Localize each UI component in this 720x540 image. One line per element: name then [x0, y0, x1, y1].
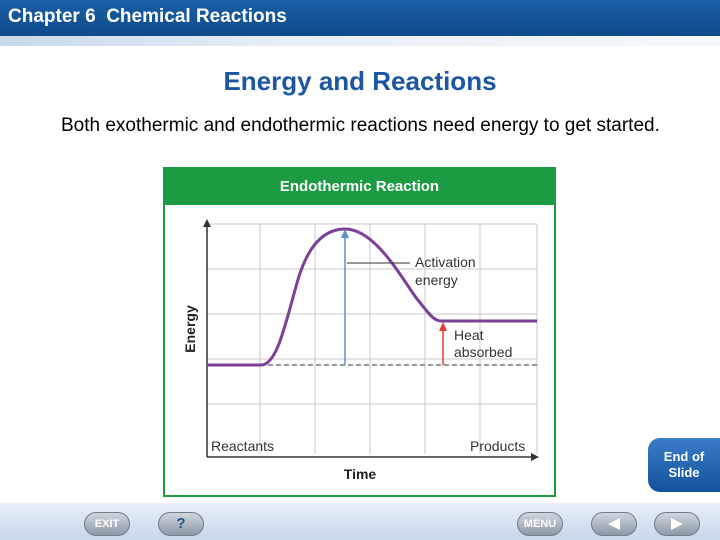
- left-arrow-icon: [608, 518, 620, 530]
- heat-arrowhead: [439, 322, 447, 331]
- slide-body-text: Both exothermic and endothermic reaction…: [61, 115, 660, 136]
- endothermic-figure: Endothermic Reaction: [163, 167, 556, 497]
- y-axis-label: Energy: [182, 305, 198, 353]
- reactants-label: Reactants: [211, 438, 274, 454]
- exit-button[interactable]: EXIT: [84, 512, 130, 536]
- products-label: Products: [470, 438, 525, 454]
- activation-arrowhead: [341, 229, 349, 238]
- grid-lines: [207, 223, 538, 454]
- y-axis-arrowhead: [203, 219, 211, 227]
- chapter-title: Chapter 6 Chemical Reactions: [8, 6, 287, 27]
- heat-label-line1: Heat: [454, 327, 484, 343]
- energy-diagram: Activation energy Heat absorbed Reactant…: [182, 219, 539, 482]
- figure-header-divider: [165, 205, 554, 207]
- back-button[interactable]: [591, 512, 637, 536]
- x-axis-arrowhead: [531, 453, 539, 461]
- header-stripe: [0, 36, 720, 46]
- slide-title: Energy and Reactions: [223, 66, 497, 96]
- x-axis-label: Time: [344, 466, 377, 482]
- end-of-slide-line2: Slide: [668, 465, 700, 480]
- help-button[interactable]: ?: [158, 512, 204, 536]
- activation-label-line2: energy: [415, 272, 458, 288]
- reaction-energy-curve: [207, 227, 537, 367]
- heat-label-line2: absorbed: [454, 344, 512, 360]
- end-of-slide-button[interactable]: End of Slide: [648, 438, 720, 492]
- figure-header: Endothermic Reaction: [165, 169, 554, 205]
- chapter-header: Chapter 6 Chemical Reactions: [0, 0, 720, 36]
- figure-title: Endothermic Reaction: [279, 178, 440, 195]
- menu-button[interactable]: MENU: [517, 512, 563, 536]
- right-arrow-icon: [671, 518, 683, 530]
- end-of-slide-line1: End of: [663, 449, 705, 464]
- forward-button[interactable]: [654, 512, 700, 536]
- activation-label-line1: Activation: [415, 254, 476, 270]
